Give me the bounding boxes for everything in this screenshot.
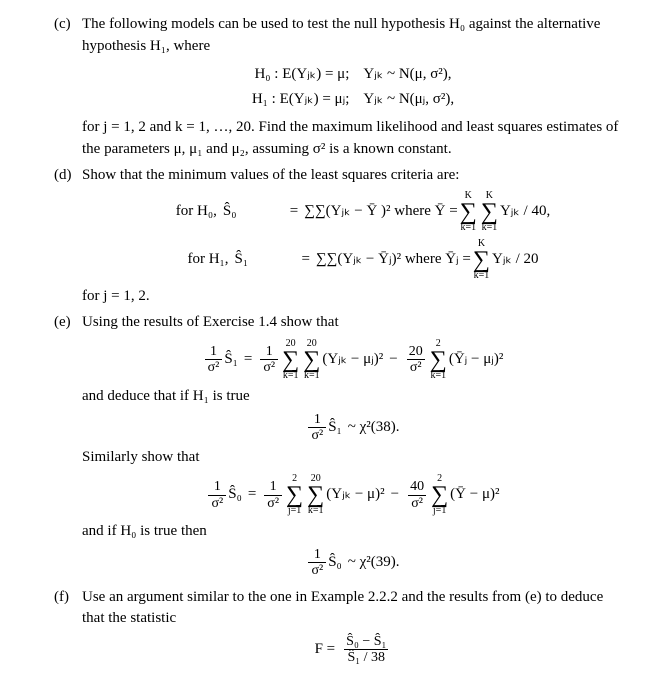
e-chi39: 1 σ² Ŝ₀ ~ χ²(39). — [82, 547, 624, 579]
part-f: (f) Use an argument similar to the one i… — [54, 587, 624, 670]
part-d-marker: (d) — [54, 165, 82, 309]
h1-rhs: Yⱼₖ ~ N(μⱼ, σ²), — [363, 89, 454, 111]
part-c: (c) The following models can be used to … — [54, 14, 624, 161]
e-identity-s0: 1 σ² Ŝ₀ = 1 σ² 2 ∑ j=1 20 ∑ k=1 — [82, 473, 624, 517]
e-ifh0: and if H₀ is true then — [82, 521, 624, 543]
e-deduce: and deduce that if H₁ is true — [82, 386, 624, 408]
sumsum-h1: ∑∑(Yⱼₖ − Ȳⱼ)² where Ȳⱼ = — [316, 249, 471, 271]
part-c-body: The following models can be used to test… — [82, 14, 624, 161]
part-c-marker: (c) — [54, 14, 82, 161]
e-chi38: 1 σ² Ŝ₁ ~ χ²(38). — [82, 412, 624, 444]
sum-inner-h0: K ∑ k=1 — [481, 190, 498, 234]
part-d-body: Show that the minimum values of the leas… — [82, 165, 624, 309]
h0-rhs: Yⱼₖ ~ N(μ, σ²), — [363, 64, 451, 86]
part-c-text: The following models can be used to test… — [82, 16, 600, 54]
frac-1-sigma2-b: 1 σ² — [260, 344, 278, 376]
sum-e0-inner: 20 ∑ k=1 — [307, 473, 324, 517]
h1-lhs: H₁ : E(Yⱼₖ) = μⱼ; — [252, 89, 350, 111]
e-identity-s1: 1 σ² Ŝ₁ = 1 σ² 20 ∑ k=1 20 ∑ k=1 — [82, 338, 624, 382]
f-ratio: F = Ŝ₀ − Ŝ₁ Ŝ₁ / 38 — [82, 634, 624, 666]
h0-lhs: H₀ : E(Yⱼₖ) = μ; — [254, 64, 349, 86]
d-eq-h0: for H₀,Ŝ₀ = ∑∑(Yⱼₖ − Ȳ )² where Ȳ = K ∑ … — [82, 190, 624, 234]
h1-right: Yⱼₖ / 20 — [492, 249, 539, 271]
part-d-tail: for j = 1, 2. — [82, 286, 624, 308]
part-e: (e) Using the results of Exercise 1.4 sh… — [54, 312, 624, 583]
part-d-text: Show that the minimum values of the leas… — [82, 167, 459, 183]
for-h0: for H₀,Ŝ₀ — [156, 201, 284, 223]
sum-e1-inner: 20 ∑ k=1 — [303, 338, 320, 382]
sumsum-h0: ∑∑(Yⱼₖ − Ȳ )² where Ȳ = — [304, 201, 457, 223]
part-f-text: Use an argument similar to the one in Ex… — [82, 589, 603, 627]
d-eq-h1: for H₁,Ŝ₁ = ∑∑(Yⱼₖ − Ȳⱼ)² where Ȳⱼ = K ∑… — [82, 238, 624, 282]
part-e-marker: (e) — [54, 312, 82, 583]
sum-outer-h0: K ∑ k=1 — [460, 190, 477, 234]
sum-h1: K ∑ k=1 — [473, 238, 490, 282]
part-e-text: Using the results of Exercise 1.4 show t… — [82, 314, 339, 330]
h0-right: Yⱼₖ / 40, — [500, 201, 550, 223]
part-f-body: Use an argument similar to the one in Ex… — [82, 587, 624, 670]
part-c-tail: for j = 1, 2 and k = 1, …, 20. Find the … — [82, 119, 618, 157]
for-h1: for H₁,Ŝ₁ — [167, 249, 295, 271]
sum-e1-outer: 20 ∑ k=1 — [282, 338, 299, 382]
part-d: (d) Show that the minimum values of the … — [54, 165, 624, 309]
sum-e0-outer: 2 ∑ j=1 — [286, 473, 303, 517]
page: (c) The following models can be used to … — [0, 0, 662, 694]
frac-20-sigma2: 20 σ² — [406, 344, 426, 376]
frac-1-sigma2-a: 1 σ² — [205, 344, 223, 376]
part-e-body: Using the results of Exercise 1.4 show t… — [82, 312, 624, 583]
f-frac: Ŝ₀ − Ŝ₁ Ŝ₁ / 38 — [343, 634, 389, 666]
sum-e1-last: 2 ∑ k=1 — [430, 338, 447, 382]
part-c-hypotheses: H₀ : E(Yⱼₖ) = μ; Yⱼₖ ~ N(μ, σ²), H₁ : E(… — [82, 64, 624, 112]
e-similarly: Similarly show that — [82, 447, 624, 469]
sum-e0-last: 2 ∑ j=1 — [431, 473, 448, 517]
part-f-marker: (f) — [54, 587, 82, 670]
